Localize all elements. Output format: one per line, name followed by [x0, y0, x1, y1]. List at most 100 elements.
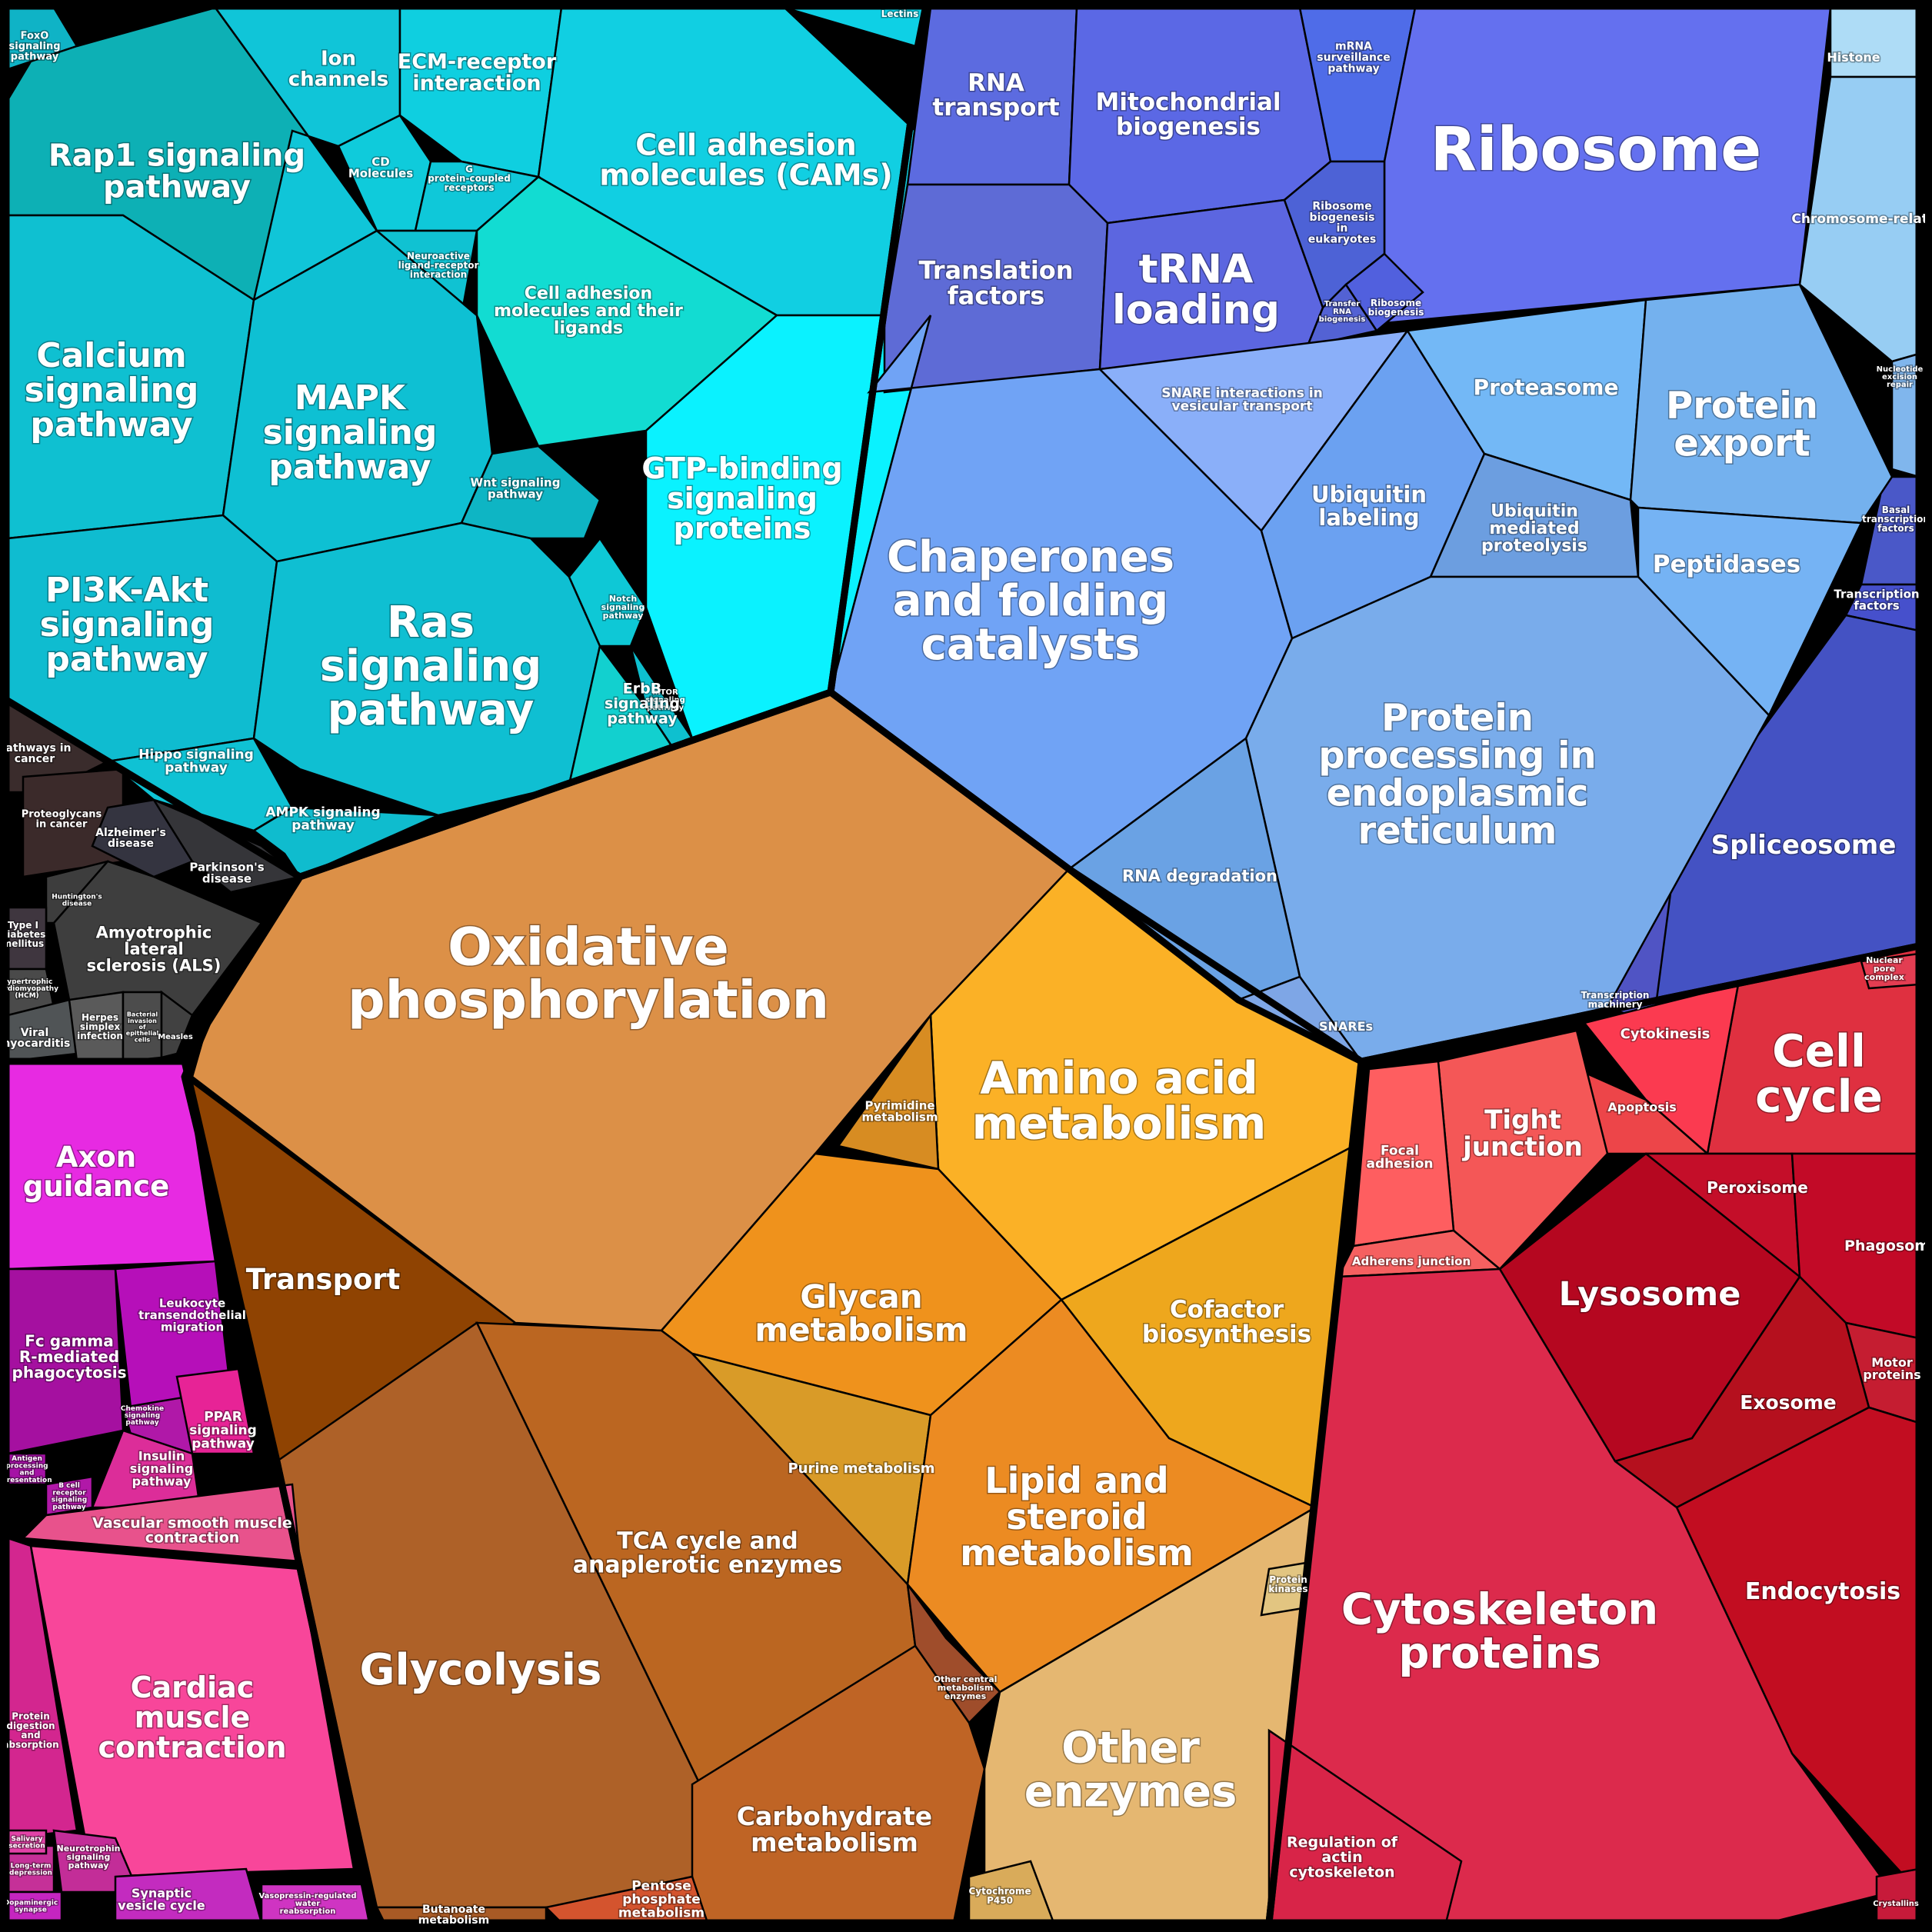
label-peptidases: Peptidases [1653, 551, 1800, 578]
label-mito: Mitochondrial biogenesis [1095, 88, 1281, 141]
label-phagosome: Phagosome [1844, 1237, 1932, 1254]
cell-ppar[interactable] [175, 1367, 255, 1455]
label-cam-ligands: Cell adhesion molecules and their ligands [494, 285, 683, 338]
label-lectins: Lectins [881, 8, 918, 19]
label-nuclear: Nuclear pore complex [1864, 955, 1904, 982]
label-crystallins: Crystallins [1873, 1900, 1919, 1908]
label-antigen: Antigen processing and presentation [2, 1455, 52, 1484]
label-parkinsons: Parkinson's disease [189, 860, 264, 885]
label-salivary: Salivary secretion [8, 1835, 45, 1850]
label-cytoskeleton: Cytoskeleton proteins [1341, 1585, 1658, 1679]
label-cytochrome: Cytochrome P450 [968, 1885, 1031, 1905]
label-rna-transport: RNA transport [932, 69, 1059, 122]
label-lysosome: Lysosome [1559, 1275, 1741, 1314]
cell-other-central[interactable] [906, 1584, 1001, 1724]
label-focal: Focal adhesion [1366, 1143, 1433, 1171]
label-actin: Regulation of actin cytoskeleton [1287, 1834, 1398, 1880]
label-als: Amyotrophic lateral sclerosis (ALS) [87, 924, 222, 975]
cell-ribo-bio[interactable] [1344, 252, 1424, 332]
label-snare-ves: SNARE interactions in vesicular transport [1161, 385, 1322, 414]
label-translation: Translation factors [918, 256, 1073, 311]
label-cd: CD Molecules [348, 155, 413, 180]
label-leukocyte: Leukocyte transendothelial migration [138, 1296, 246, 1334]
label-hippo: Hippo signaling pathway [138, 747, 254, 775]
label-axon: Axon guidance [23, 1141, 169, 1203]
label-other-enzymes: Other enzymes [1024, 1724, 1237, 1817]
label-bacterial: Bacterial invasion of epithelial cells [126, 1011, 159, 1043]
label-chaperones: Chaperones and folding catalysts [887, 532, 1174, 670]
label-lipid: Lipid and steroid metabolism [960, 1460, 1194, 1574]
label-nucleotide-excision: Nucleotide excision repair [1877, 365, 1924, 389]
label-vascular: Vascular smooth muscle contraction [92, 1514, 292, 1546]
cell-crystallins[interactable] [1875, 1867, 1920, 1924]
cell-measles[interactable] [160, 990, 194, 1059]
label-apoptosis: Apoptosis [1607, 1100, 1676, 1114]
cell-notch[interactable] [568, 536, 648, 648]
label-transfer-rna: Transfer RNA biogenesis [1319, 300, 1366, 324]
label-pi3k: PI3K-Akt signaling pathway [40, 571, 215, 679]
label-huntingtons: Huntington's disease [52, 893, 102, 908]
label-chromosome: Chromosome-related [1791, 212, 1932, 227]
label-mapk: MAPK signaling pathway [263, 378, 438, 487]
label-ribosome: Ribosome [1431, 115, 1761, 185]
label-endocytosis: Endocytosis [1745, 1578, 1900, 1605]
label-butanoate: Butanoate metabolism [418, 1904, 489, 1927]
label-ampk: AMPK signaling pathway [265, 804, 380, 833]
label-foxo: FoxO signaling pathway [9, 30, 61, 62]
cell-parkinsons[interactable] [151, 798, 302, 894]
label-b-cell: B cell receptor signaling pathway [52, 1482, 87, 1511]
label-wnt: Wnt signaling pathway [471, 475, 561, 501]
label-herpes: Herpes simplex infection [77, 1011, 123, 1041]
label-rna-deg: RNA degradation [1122, 867, 1277, 885]
label-amino: Amino acid metabolism [972, 1052, 1267, 1150]
label-ecm: ECM-receptor interaction [398, 50, 557, 95]
group-outline-4 [1265, 942, 1923, 1927]
label-purine: Purine metabolism [788, 1461, 934, 1477]
cells-layer [6, 6, 1920, 1924]
label-fc-gamma: Fc gamma R-mediated phagocytosis [12, 1331, 127, 1381]
cell-b-cell[interactable] [45, 1475, 94, 1517]
label-mrna: mRNA surveillance pathway [1317, 41, 1390, 75]
labels-layer: FoxO signaling pathway Rap1 signaling pathwa… [0, 7, 1932, 1928]
label-peroxisome: Peroxisome [1707, 1178, 1808, 1197]
label-calcium: Calcium signaling pathway [25, 336, 199, 445]
label-trna: tRNA loading [1112, 246, 1280, 333]
label-glycan: Glycan metabolism [754, 1277, 968, 1348]
label-cardiac: Cardiac muscle contraction [98, 1671, 286, 1764]
label-vasopressin: Vasopressin-regulated water reabsorption [258, 1892, 356, 1916]
label-proteoglycans: Proteoglycans in cancer [22, 808, 102, 830]
cell-alzheimers[interactable] [91, 798, 194, 878]
cell-ampk[interactable] [251, 806, 439, 878]
label-transcription-machinery: Transcription machinery [1581, 989, 1650, 1009]
label-protein-kinases: Protein kinases [1268, 1574, 1307, 1594]
cell-histone[interactable] [1829, 6, 1920, 78]
label-cams: Cell adhesion molecules (CAMs) [599, 128, 892, 192]
label-chemokine: Chemokine signaling pathway [121, 1404, 164, 1426]
label-ribo-bio: Ribosome biogenesis [1368, 297, 1424, 317]
label-long-term: Long-term depression [9, 1862, 52, 1877]
label-synaptic: Synaptic vesicle cycle [118, 1885, 205, 1912]
label-measles: Measles [158, 1033, 193, 1041]
label-pyrimidine: Pyrimidine metabolism [862, 1098, 938, 1124]
label-basal: Basal transcription factors [1862, 504, 1930, 533]
label-mtor: mTOR signaling pathway [645, 688, 685, 712]
label-digestion: Protein digestion and absorption [2, 1710, 58, 1750]
label-snares: SNAREs [1319, 1019, 1373, 1034]
label-adherens: Adherens junction [1352, 1254, 1471, 1268]
label-hcm: Hypertrophic cardiomyopathy (HCM) [0, 978, 58, 999]
label-exosome: Exosome [1740, 1391, 1836, 1414]
cell-cardiac[interactable] [29, 1544, 355, 1878]
label-viral: Viral myocarditis [0, 1027, 70, 1050]
cell-pyrimidine[interactable] [836, 1012, 940, 1171]
label-ribo-euk: Ribosome biogenesis in eukaryotes [1308, 201, 1376, 246]
label-carbohydrate: Carbohydrate metabolism [737, 1801, 932, 1857]
label-notch: Notch signaling pathway [601, 594, 645, 621]
label-other-central: Other central metabolism enzymes [934, 1674, 998, 1701]
label-er: Protein processing in endoplasmic reticulum [1318, 697, 1596, 853]
label-proteasome: Proteasome [1474, 375, 1619, 400]
